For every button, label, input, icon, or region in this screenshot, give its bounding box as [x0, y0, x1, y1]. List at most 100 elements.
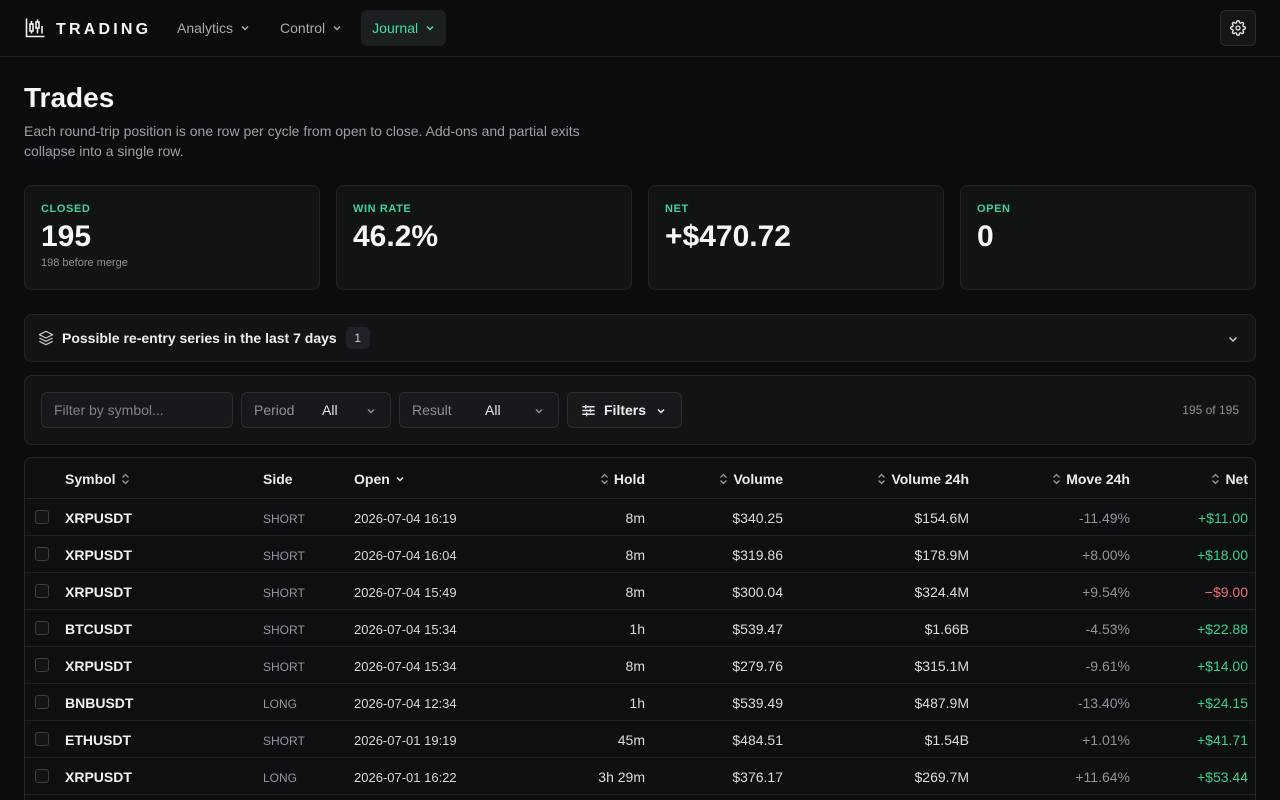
cell-side: LONG [263, 771, 298, 785]
stat-card-net: NET +$470.72 [648, 185, 944, 290]
cell-open: 2026-07-01 16:22 [354, 770, 457, 785]
column-header-symbol[interactable]: Symbol [65, 471, 130, 487]
reentry-series-panel[interactable]: Possible re-entry series in the last 7 d… [24, 314, 1256, 362]
stat-label: CLOSED [41, 203, 91, 215]
result-count: 195 of 195 [1182, 403, 1239, 417]
row-checkbox[interactable] [35, 732, 49, 746]
table-row[interactable]: XRPUSDT SHORT 2026-07-04 15:34 8m $279.7… [25, 647, 1255, 684]
sort-icon [1212, 473, 1220, 485]
stat-value: +$470.72 [665, 220, 791, 253]
chevron-down-icon [241, 25, 249, 31]
table-row[interactable]: BTCUSDT SHORT 2026-07-04 15:34 1h $539.4… [25, 610, 1255, 647]
stat-card-closed: CLOSED 195 198 before merge [24, 185, 320, 290]
row-checkbox[interactable] [35, 769, 49, 783]
table-row[interactable]: XRPUSDT SHORT 2026-07-04 16:19 8m $340.2… [25, 499, 1255, 536]
period-select-value: All [322, 402, 338, 418]
chevron-down-icon[interactable] [1227, 333, 1239, 345]
stat-card-win-rate: WIN RATE 46.2% [336, 185, 632, 290]
cell-side: SHORT [263, 549, 305, 563]
stat-label: OPEN [977, 203, 1011, 215]
result-select[interactable]: Result All [399, 392, 559, 428]
cell-move-24h: -11.49% [1078, 510, 1130, 526]
column-header-label: Hold [613, 471, 645, 487]
column-header-volume[interactable]: Volume [719, 471, 783, 487]
nav-item-label: Journal [372, 20, 419, 36]
cell-side: SHORT [263, 734, 305, 748]
nav-item-journal[interactable]: Journal [361, 10, 447, 46]
symbol-search-input[interactable] [41, 392, 233, 428]
table-row[interactable]: XRPUSDT SHORT 2026-07-04 16:04 8m $319.8… [25, 536, 1255, 573]
sort-icon [600, 473, 608, 485]
column-header-net[interactable]: Net [1211, 471, 1248, 487]
cell-volume: $376.17 [732, 769, 783, 785]
brand-name: TRADING [56, 21, 152, 38]
page-description: Each round-trip position is one row per … [24, 123, 580, 159]
stat-subtext: 198 before merge [41, 257, 128, 269]
cell-side: SHORT [263, 512, 305, 526]
cell-side: SHORT [263, 660, 305, 674]
table-header-row: Symbol Side Open Hold Volume Volume 24h … [25, 458, 1255, 499]
column-header-volume-24h[interactable]: Volume 24h [877, 471, 969, 487]
cell-side: SHORT [263, 586, 305, 600]
stat-value: 0 [977, 220, 994, 253]
table-row[interactable]: XRPUSDT LONG 2026-07-01 16:22 3h 29m $37… [25, 758, 1255, 795]
row-checkbox[interactable] [35, 547, 49, 561]
stat-value: 195 [41, 220, 92, 253]
sort-icon [720, 473, 728, 485]
candlestick-chart-icon [25, 17, 46, 43]
cell-hold: 1h [629, 695, 645, 711]
cell-symbol: XRPUSDT [65, 547, 132, 563]
stats-row: CLOSED 195 198 before merge WIN RATE 46.… [24, 185, 1256, 290]
period-select-label: Period [254, 402, 295, 418]
cell-volume: $484.51 [732, 732, 783, 748]
cell-open: 2026-07-04 15:34 [354, 622, 457, 637]
cell-volume: $300.04 [732, 584, 783, 600]
sliders-icon [582, 404, 595, 416]
cell-volume-24h: $154.6M [914, 510, 969, 526]
cell-net: +$14.00 [1197, 658, 1248, 674]
page-title: Trades [24, 82, 115, 113]
row-checkbox[interactable] [35, 584, 49, 598]
cell-hold: 8m [625, 547, 645, 563]
column-header-open[interactable]: Open [354, 471, 405, 487]
column-header-move-24h[interactable]: Move 24h [1052, 471, 1130, 487]
column-header-label: Volume 24h [891, 471, 969, 487]
row-checkbox[interactable] [35, 695, 49, 709]
row-checkbox[interactable] [35, 621, 49, 635]
chevron-down-icon [426, 25, 434, 31]
row-checkbox[interactable] [35, 658, 49, 672]
column-header-label: Move 24h [1066, 471, 1130, 487]
nav-item-control[interactable]: Control [269, 10, 353, 46]
result-select-label: Result [412, 402, 452, 418]
top-navigation-bar: TRADING Analytics Control Journal [0, 0, 1280, 57]
stat-label: WIN RATE [353, 203, 412, 215]
trades-table: Symbol Side Open Hold Volume Volume 24h … [24, 457, 1256, 800]
chevron-down-icon [333, 25, 341, 31]
brand-logo[interactable]: TRADING [25, 17, 151, 43]
table-row[interactable]: BNBUSDT LONG 2026-07-04 12:34 1h $539.49… [25, 684, 1255, 721]
column-header-label: Volume [733, 471, 783, 487]
cell-side: SHORT [263, 623, 305, 637]
cell-move-24h: +1.01% [1082, 732, 1130, 748]
cell-volume: $539.49 [732, 695, 783, 711]
cell-open: 2026-07-04 16:04 [354, 548, 457, 563]
chevron-down-icon [367, 408, 375, 414]
column-header-side[interactable]: Side [263, 471, 293, 487]
cell-volume-24h: $487.9M [914, 695, 969, 711]
table-row[interactable]: XRPUSDT SHORT 2026-07-04 15:49 8m $300.0… [25, 573, 1255, 610]
filters-button-label: Filters [604, 402, 647, 418]
settings-button[interactable] [1220, 10, 1256, 46]
chevron-down-icon [657, 408, 665, 414]
cell-open: 2026-07-04 15:49 [354, 585, 457, 600]
nav-item-analytics[interactable]: Analytics [166, 10, 261, 46]
cell-volume-24h: $178.9M [914, 547, 969, 563]
table-row[interactable]: ETHUSDT SHORT 2026-07-01 19:19 45m $484.… [25, 721, 1255, 758]
period-select[interactable]: Period All [241, 392, 391, 428]
filters-button[interactable]: Filters [567, 392, 682, 428]
column-header-hold[interactable]: Hold [600, 471, 645, 487]
cell-volume: $340.25 [732, 510, 783, 526]
cell-move-24h: +9.54% [1082, 584, 1130, 600]
cell-hold: 1h [629, 621, 645, 637]
cell-side: LONG [263, 697, 298, 711]
row-checkbox[interactable] [35, 510, 49, 524]
